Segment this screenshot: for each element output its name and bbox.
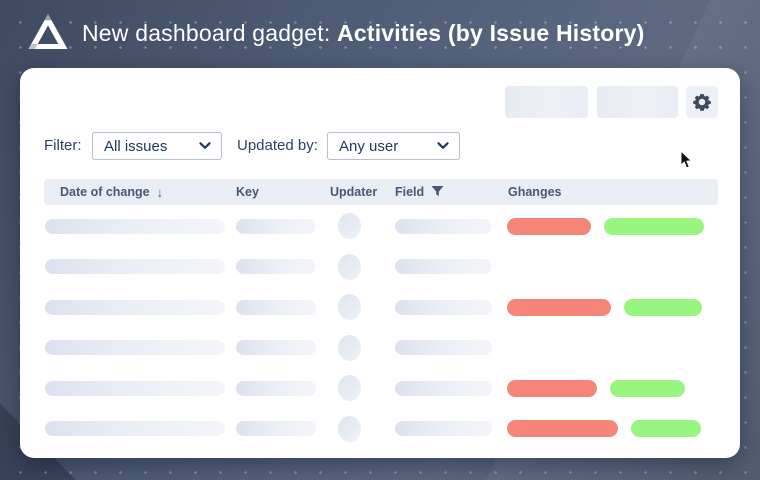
avatar-placeholder	[338, 334, 361, 361]
date-cell	[44, 299, 236, 315]
table-header-row: Date of change ↓ Key Updater Field Ghang…	[44, 179, 718, 205]
field-skeleton	[395, 259, 492, 275]
key-cell	[236, 259, 330, 275]
changes-cell	[503, 379, 718, 397]
key-cell	[236, 218, 330, 234]
date-skeleton	[45, 299, 225, 315]
page-title-regular: New dashboard gadget:	[82, 19, 338, 46]
date-skeleton	[45, 340, 225, 356]
page-title: New dashboard gadget: Activities (by Iss…	[82, 20, 644, 47]
chevron-down-icon	[199, 142, 211, 149]
date-skeleton	[45, 218, 225, 234]
filter-select-value: All issues	[104, 137, 168, 155]
page-title-bold: Activities (by Issue History)	[337, 19, 645, 46]
field-cell	[395, 380, 503, 396]
changes-cell	[503, 420, 718, 438]
field-skeleton	[395, 218, 492, 234]
column-header-updater: Updater	[330, 185, 395, 199]
column-label: Field	[395, 185, 425, 199]
field-cell	[395, 299, 503, 315]
column-label: Updater	[330, 185, 378, 199]
updated-by-select-value: Any user	[339, 137, 399, 155]
key-skeleton	[236, 218, 316, 234]
avatar-placeholder	[338, 415, 361, 442]
column-header-changes: Ghanges	[503, 185, 718, 199]
avatar-placeholder	[338, 253, 361, 280]
key-skeleton	[236, 340, 316, 356]
table-row	[44, 287, 718, 328]
updated-by-select[interactable]: Any user	[327, 132, 460, 160]
updater-cell	[330, 294, 395, 321]
table-row	[44, 409, 718, 450]
column-header-date-of-change[interactable]: Date of change ↓	[44, 185, 236, 200]
table-row	[44, 328, 718, 369]
filter-funnel-icon[interactable]	[431, 186, 444, 198]
gear-icon	[693, 94, 711, 111]
table-body	[44, 206, 718, 449]
key-skeleton	[236, 259, 316, 275]
date-cell	[44, 421, 236, 437]
table-row	[44, 206, 718, 247]
key-skeleton	[236, 421, 316, 437]
removed-value-pill	[507, 379, 597, 397]
updater-cell	[330, 415, 395, 442]
table-row	[44, 368, 718, 409]
date-skeleton	[45, 259, 225, 275]
avatar-placeholder	[338, 375, 361, 402]
key-skeleton	[236, 380, 316, 396]
column-header-field[interactable]: Field	[395, 185, 503, 199]
field-cell	[395, 218, 503, 234]
key-cell	[236, 340, 330, 356]
field-skeleton	[395, 340, 492, 356]
field-cell	[395, 340, 503, 356]
chevron-down-icon	[437, 142, 449, 149]
filter-label: Filter:	[44, 137, 82, 154]
key-skeleton	[236, 299, 316, 315]
avatar-placeholder	[338, 213, 361, 240]
banner-header: New dashboard gadget: Activities (by Iss…	[0, 0, 760, 66]
added-value-pill	[610, 379, 685, 397]
updated-by-label: Updated by:	[237, 137, 318, 154]
field-skeleton	[395, 421, 492, 437]
column-label: Date of change	[60, 185, 150, 199]
field-cell	[395, 259, 503, 275]
table-row	[44, 247, 718, 288]
added-value-pill	[604, 217, 704, 235]
date-cell	[44, 340, 236, 356]
updater-cell	[330, 213, 395, 240]
updater-cell	[330, 334, 395, 361]
removed-value-pill	[507, 298, 611, 316]
avatar-placeholder	[338, 294, 361, 321]
sort-descending-icon[interactable]: ↓	[156, 184, 164, 200]
loading-button-placeholder	[597, 86, 678, 118]
field-cell	[395, 421, 503, 437]
column-label: Ghanges	[508, 185, 562, 199]
added-value-pill	[631, 420, 701, 438]
removed-value-pill	[507, 420, 618, 438]
column-label: Key	[236, 185, 259, 199]
changes-cell	[503, 298, 718, 316]
key-cell	[236, 421, 330, 437]
changes-cell	[503, 217, 718, 235]
added-value-pill	[624, 298, 702, 316]
column-header-key: Key	[236, 185, 330, 199]
updater-cell	[330, 253, 395, 280]
key-cell	[236, 299, 330, 315]
gadget-card: Filter: All issues Updated by: Any user …	[20, 68, 740, 458]
date-cell	[44, 259, 236, 275]
removed-value-pill	[507, 217, 591, 235]
loading-button-placeholder	[505, 86, 588, 118]
date-cell	[44, 218, 236, 234]
date-skeleton	[45, 380, 225, 396]
app-logo-icon	[28, 14, 68, 49]
filter-select[interactable]: All issues	[92, 132, 222, 160]
key-cell	[236, 380, 330, 396]
date-cell	[44, 380, 236, 396]
date-skeleton	[45, 421, 225, 437]
field-skeleton	[395, 299, 492, 315]
field-skeleton	[395, 380, 492, 396]
settings-button[interactable]	[686, 86, 718, 118]
updater-cell	[330, 375, 395, 402]
